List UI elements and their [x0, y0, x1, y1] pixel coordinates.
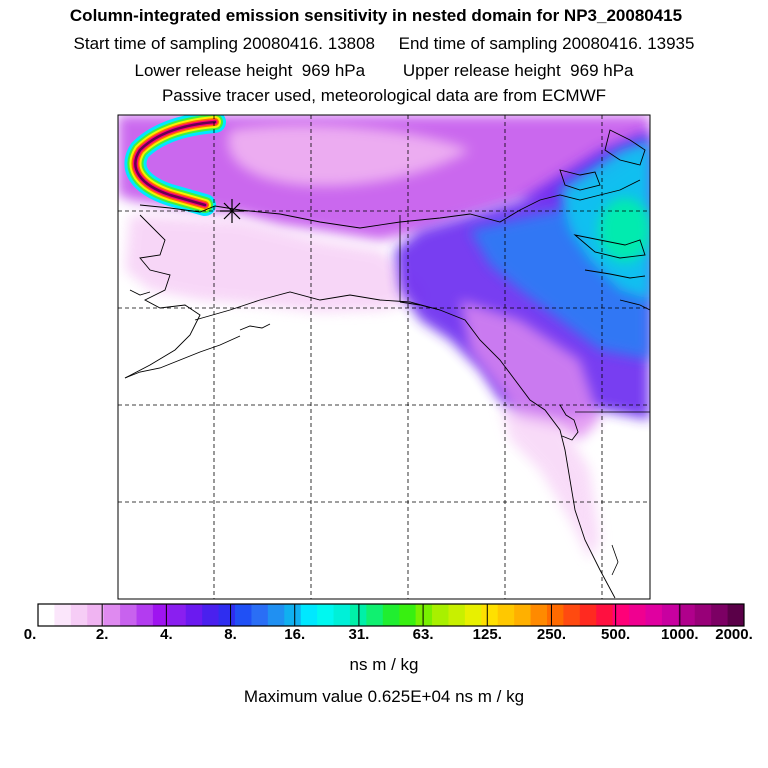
colorbar-swatch — [645, 604, 663, 626]
colorbar-swatch — [497, 604, 515, 626]
colorbar-tick-label: 1000. — [661, 626, 699, 643]
colorbar-unit: ns m / kg — [349, 655, 419, 674]
colorbar-swatch — [317, 604, 334, 626]
colorbar-swatch — [38, 604, 55, 626]
colorbar — [37, 603, 745, 627]
colorbar-swatch — [612, 604, 630, 626]
colorbar-swatch — [152, 604, 170, 626]
colorbar-swatch — [382, 604, 400, 626]
colorbar-frame — [37, 603, 745, 627]
colorbar-swatch — [415, 604, 433, 626]
colorbar-swatch — [70, 604, 88, 626]
map-frame — [117, 114, 651, 600]
colorbar-swatch — [103, 604, 121, 626]
colorbar-tick-label: 2000. — [715, 626, 753, 643]
colorbar-swatch — [54, 604, 72, 626]
colorbar-swatch — [87, 604, 105, 626]
release-heights: Lower release height 969 hPa Upper relea… — [0, 61, 768, 81]
colorbar-swatch — [120, 604, 137, 626]
colorbar-swatch — [349, 604, 367, 626]
colorbar-tick-label: 125. — [472, 626, 502, 643]
lower-release-label: Lower release height 969 hPa — [134, 61, 366, 80]
colorbar-swatch — [432, 604, 449, 626]
sensitivity-coastal-tongue — [460, 300, 600, 440]
sensitivity-field — [118, 115, 650, 599]
upper-release-label: Upper release height 969 hPa — [402, 61, 634, 80]
colorbar-swatch — [218, 604, 236, 626]
start-time-label: Start time of sampling 20080416. 13808 — [73, 34, 376, 53]
sensitivity-swirl — [228, 124, 470, 186]
colorbar-swatch — [366, 604, 384, 626]
colorbar-tick-label: 8. — [224, 626, 237, 643]
colorbar-swatch — [300, 604, 318, 626]
colorbar-tick-label: 31. — [348, 626, 370, 643]
colorbar-swatch — [530, 604, 548, 626]
colorbar-swatch — [546, 604, 564, 626]
colorbar-swatch — [579, 604, 597, 626]
colorbar-swatch — [136, 604, 154, 626]
colorbar-swatch — [267, 604, 285, 626]
colorbar-swatch — [333, 604, 351, 626]
colorbar-swatch — [284, 604, 302, 626]
colorbar-tick-label: 4. — [160, 626, 173, 643]
colorbar-swatch — [563, 604, 581, 626]
colorbar-tick-label: 63. — [412, 626, 434, 643]
sensitivity-green-area — [599, 198, 650, 262]
sampling-times: Start time of sampling 20080416. 13808 E… — [0, 34, 768, 54]
colorbar-swatch — [661, 604, 679, 626]
colorbar-tick-label: 500. — [601, 626, 631, 643]
colorbar-tick-label: 16. — [284, 626, 306, 643]
sensitivity-arc — [124, 115, 226, 216]
colorbar-tick-label: 250. — [536, 626, 567, 643]
colorbar-swatch — [185, 604, 203, 626]
colorbar-swatch — [202, 604, 220, 626]
map-gridlines — [118, 115, 650, 599]
max-value-label: Maximum value 0.625E+04 ns m / kg — [243, 687, 525, 706]
receptor-marker-icon — [220, 199, 244, 223]
colorbar-swatch — [399, 604, 417, 626]
colorbar-swatch — [481, 604, 499, 626]
colorbar-swatch — [251, 604, 269, 626]
colorbar-swatch — [711, 604, 728, 626]
colorbar-tick-label: 0. — [23, 626, 37, 643]
colorbar-tick-label: 2. — [95, 626, 109, 643]
colorbar-swatch — [727, 604, 745, 626]
coastline-dots — [611, 544, 619, 576]
coastlines — [124, 129, 650, 599]
colorbar-swatch — [678, 604, 696, 626]
colorbar-swatch — [169, 604, 187, 626]
colorbar-swatch — [694, 604, 712, 626]
colorbar-swatch — [448, 604, 466, 626]
colorbar-swatch — [464, 604, 482, 626]
tracer-note: Passive tracer used, meteorological data… — [161, 86, 607, 105]
sensitivity-south-tail — [500, 405, 600, 560]
sensitivity-pink-area — [125, 215, 430, 312]
colorbar-swatch — [514, 604, 531, 626]
colorbar-swatch — [596, 604, 614, 626]
colorbar-swatch — [235, 604, 252, 626]
map-title: Column-integrated emission sensitivity i… — [69, 6, 683, 25]
colorbar-swatch — [629, 604, 646, 626]
end-time-label: End time of sampling 20080416. 13935 — [398, 34, 695, 53]
